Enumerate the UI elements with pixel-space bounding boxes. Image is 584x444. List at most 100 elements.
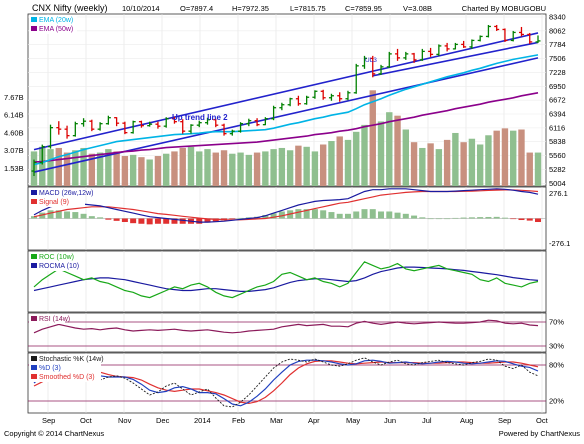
- price-tick-label: 6672: [549, 96, 566, 105]
- macd-histogram-bar: [154, 218, 161, 224]
- volume-bar: [196, 151, 203, 186]
- macd-histogram-bar: [460, 217, 467, 219]
- macd-histogram-bar: [121, 218, 128, 223]
- ema50-legend-swatch: [31, 26, 37, 31]
- macd-histogram-bar: [369, 209, 376, 219]
- roc-legend-label: ROC (10w): [39, 254, 74, 261]
- rocma-legend-swatch: [31, 263, 37, 268]
- stochastic-legend-box: [29, 354, 101, 382]
- macd-histogram-bar: [113, 218, 120, 221]
- macd-histogram-bar: [138, 218, 145, 224]
- macd-histogram-bar: [146, 218, 153, 225]
- roc-legend-box: [29, 252, 75, 271]
- x-tick-label: Aug: [460, 416, 473, 425]
- volume-bar: [253, 152, 261, 186]
- macd-histogram-bar: [510, 218, 517, 220]
- volume-bar: [154, 156, 162, 186]
- volume-bar: [510, 130, 517, 186]
- macd-tick-label: 276.1: [549, 189, 568, 198]
- trendline-annotation: Up trend line 2: [172, 113, 228, 122]
- header-low: L=7815.75: [290, 4, 326, 13]
- volume-bar: [204, 149, 211, 186]
- macd-histogram-bar: [328, 212, 335, 219]
- panel-frame-roc: [27, 250, 547, 313]
- volume-bar: [138, 157, 145, 186]
- volume-bar: [336, 136, 343, 186]
- panel-frame-rsi: [27, 312, 547, 353]
- header-close: C=7859.95: [345, 4, 382, 13]
- volume-bar: [220, 150, 228, 186]
- volume-bar: [476, 144, 484, 186]
- x-tick-label: Sep: [498, 416, 511, 425]
- price-tick-label: 6950: [549, 82, 566, 91]
- volume-bar: [262, 151, 269, 186]
- macd-histogram-bar: [80, 213, 87, 219]
- smoothed-d-legend-label: Smoothed %D (3): [39, 374, 95, 381]
- volume-bar: [121, 156, 129, 186]
- macd-histogram-bar: [303, 209, 310, 219]
- signal-legend-swatch: [31, 199, 37, 204]
- price-tick-label: 5838: [549, 137, 566, 146]
- volume-bar: [328, 141, 335, 186]
- stochastic-tick-label: 80%: [549, 361, 564, 370]
- x-tick-label: Jul: [422, 416, 432, 425]
- volume-bar: [419, 147, 426, 186]
- x-tick-label: Feb: [232, 416, 245, 425]
- macd-histogram-bar: [179, 218, 186, 224]
- volume-bar: [162, 153, 170, 186]
- price-tick-label: 8340: [549, 12, 566, 21]
- macd-histogram-bar: [105, 218, 112, 220]
- rocma-legend-label: ROCMA (10): [39, 263, 79, 270]
- macd-histogram-bar: [320, 210, 327, 219]
- volume-bar: [485, 135, 492, 186]
- volume-bar: [39, 146, 46, 186]
- rsi-tick-label: 30%: [549, 342, 564, 351]
- header-charted-by: Charted By MOBUGOBU: [462, 4, 546, 13]
- x-tick-label: Mar: [270, 416, 283, 425]
- volume-bar: [493, 130, 500, 186]
- macd-histogram-bar: [485, 216, 492, 219]
- volume-bar: [526, 152, 533, 186]
- macd-histogram-bar: [386, 211, 393, 219]
- macd-histogram-bar: [444, 218, 451, 220]
- macd-histogram-bar: [477, 217, 484, 219]
- volume-bar: [344, 139, 352, 186]
- volume-bar: [361, 124, 368, 186]
- macd-histogram-bar: [237, 217, 244, 219]
- price-tick-label: 5004: [549, 179, 566, 188]
- macd-histogram-bar: [427, 218, 434, 220]
- rocma-line: [33, 266, 539, 292]
- macd-histogram-bar: [88, 216, 95, 219]
- macd-histogram-bar: [171, 218, 178, 224]
- macd-histogram-bar: [535, 218, 541, 223]
- macd-histogram-bar: [452, 217, 459, 219]
- price-tick-label: 8062: [549, 26, 566, 35]
- volume-bar: [278, 147, 286, 186]
- header-high: H=7972.35: [232, 4, 269, 13]
- macd-histogram-bar: [336, 213, 343, 219]
- price-tick-label: 7228: [549, 68, 566, 77]
- rsi-legend-label: RSI (14w): [39, 316, 70, 323]
- volume-bar: [88, 153, 96, 186]
- volume-bar: [187, 146, 195, 186]
- macd-legend-swatch: [31, 190, 37, 195]
- volume-bar: [402, 129, 410, 186]
- macd-histogram-bar: [229, 218, 236, 220]
- stochastic-tick-label: 20%: [549, 397, 564, 406]
- volume-bar: [129, 154, 137, 186]
- ema20-line: [33, 54, 539, 166]
- macd-histogram-bar: [311, 209, 318, 219]
- volume-bar: [468, 138, 476, 186]
- macd-histogram-bar: [402, 213, 409, 219]
- macd-histogram-bar: [353, 211, 360, 219]
- price-tick-label: 6116: [549, 123, 565, 132]
- volume-bar: [80, 147, 87, 186]
- chart-layer: Sep Oct Nov Dec 2014 Feb Mar Apr May Jun Jul Aug Sep…: [4, 12, 570, 425]
- volume-bar: [113, 151, 120, 186]
- price-legend-box: [29, 15, 77, 34]
- macd-line: [33, 188, 539, 223]
- volume-tick-label: 3.07B: [4, 146, 24, 155]
- roc-legend-swatch: [31, 254, 37, 259]
